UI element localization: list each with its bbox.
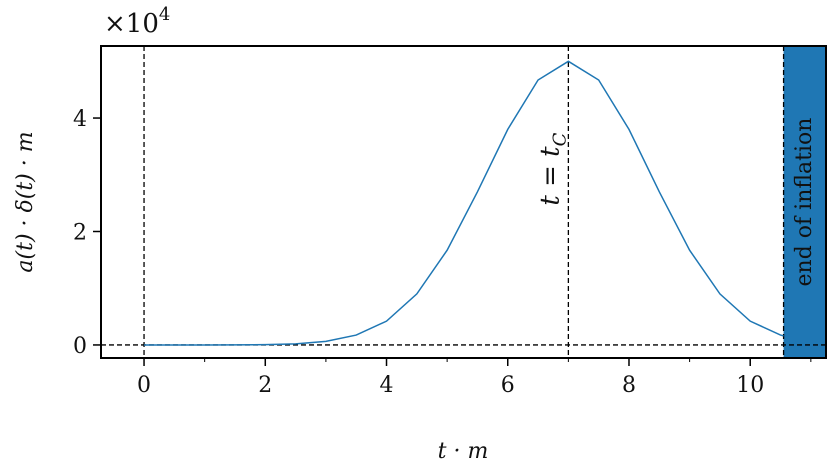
y-tick-label: 2 bbox=[73, 220, 87, 245]
y-axis-label: a(t) · δ(t) · m bbox=[13, 131, 38, 272]
shade-label: end of inflation bbox=[792, 118, 817, 287]
plot-frame bbox=[100, 45, 827, 359]
y-offset-sup: 4 bbox=[159, 4, 170, 25]
x-tick-label: 2 bbox=[258, 373, 272, 398]
x-tick-label: 0 bbox=[137, 373, 151, 398]
x-tick-label: 8 bbox=[622, 373, 636, 398]
x-tick-label: 10 bbox=[736, 373, 764, 398]
shade-region bbox=[783, 46, 826, 358]
annotation-text: t = t bbox=[535, 146, 565, 206]
data-line bbox=[144, 60, 784, 346]
annotation-sub: C bbox=[549, 132, 570, 146]
x-tick-label: 6 bbox=[501, 373, 515, 398]
y-offset-text: ×10 bbox=[104, 9, 159, 39]
y-tick-label: 4 bbox=[73, 107, 87, 132]
x-tick-label: 4 bbox=[380, 373, 394, 398]
y-tick-label: 0 bbox=[73, 334, 87, 359]
annotation: t = tC bbox=[535, 132, 570, 205]
x-axis-label: t · m bbox=[438, 439, 489, 464]
y-offset: ×104 bbox=[104, 4, 170, 39]
